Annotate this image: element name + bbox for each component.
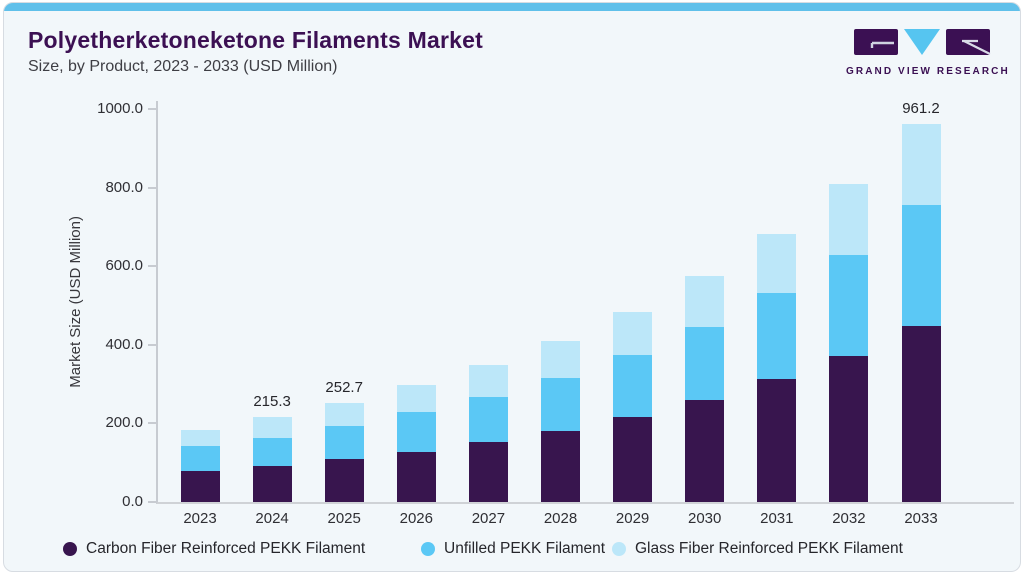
chart-card: Polyetherketoneketone Filaments Market S… [3,2,1021,572]
bar-segment [252,466,292,502]
bar-segment [468,397,508,443]
bar-segment [685,400,725,502]
top-accent-strip [4,3,1020,11]
bar-segment [685,276,725,327]
legend-label: Unfilled PEKK Filament [444,540,606,557]
bar-segment [324,459,364,502]
bar-segment [829,356,869,502]
x-tick-label: 2025 [327,510,361,527]
bar-segment [252,417,292,439]
page-subtitle: Size, by Product, 2023 - 2033 (USD Milli… [28,58,338,75]
bar-2031 [757,233,797,502]
bar-segment [396,451,436,502]
bar-value-label: 215.3 [253,393,291,411]
x-tick-label: 2028 [543,510,578,527]
bar-segment [541,430,580,502]
bar-2029 [613,311,653,502]
y-tick-mark [148,422,156,425]
y-tick-mark [148,265,156,268]
y-tick-label: 1000.0 [97,100,143,117]
bar-segment [901,124,941,206]
y-tick-label: 200.0 [105,414,143,432]
bar-segment [180,446,220,472]
bar-segment [180,471,220,502]
bar-segment [829,183,869,256]
bar-2028 [541,340,580,502]
bar-2025 [324,402,364,502]
bar-segment [468,365,508,398]
y-tick-mark [148,343,156,346]
bar-segment [901,326,941,502]
bar-segment [468,442,508,502]
bar-segment [757,293,797,380]
bar-segment [757,379,797,502]
x-tick-label: 2024 [255,510,289,527]
bar-2023 [180,429,220,502]
bar-segment [613,354,653,418]
x-tick-label: 2029 [615,510,650,527]
bar-segment [541,378,580,431]
x-tick-label: 2026 [399,510,433,527]
bar-segment [757,233,797,294]
legend: Carbon Fiber Reinforced PEKK Filament Unf… [4,534,1020,564]
bar-segment [613,311,653,355]
legend-swatch-icon [612,542,626,556]
plot-area: Market Size (USD Million) 0.0 200.0 400.0 6… [67,100,1014,527]
bar-value-label: 961.2 [902,100,940,118]
legend-item: Glass Fiber Reinforced PEKK Filament [612,534,903,564]
bar-segment [613,417,653,502]
x-tick-label: 2023 [183,510,217,527]
page-title: Polyetherketoneketone Filaments Market [28,27,483,53]
x-tick-label: 2033 [904,510,938,527]
y-tick-mark [148,186,156,189]
bar-2032 [829,183,869,502]
y-tick-label: 0.0 [122,493,143,510]
y-tick-mark [148,108,156,110]
gvr-logo-icon [846,29,996,63]
bar-value-label: 252.7 [325,378,363,396]
y-tick-mark [148,501,156,503]
bar-2030 [685,276,725,502]
x-tick-label: 2031 [760,510,794,527]
x-tick-label: 2032 [832,510,866,527]
legend-swatch-icon [421,542,435,556]
bar-segment [252,438,292,467]
x-tick-label: 2027 [471,510,506,527]
bar-segment [396,385,436,412]
bar-segment [901,205,941,327]
legend-swatch-icon [63,542,77,556]
gvr-logo-wordmark: GRAND VIEW RESEARCH [846,66,1010,77]
bar-segment [396,411,436,452]
y-tick-label: 600.0 [105,257,143,275]
y-tick-label: 400.0 [105,335,143,353]
y-axis-title: Market Size (USD Million) [66,215,84,388]
x-tick-label: 2030 [688,510,722,527]
legend-item: Unfilled PEKK Filament [421,534,605,564]
y-tick-label: 800.0 [105,178,143,196]
bar-2033 [901,124,941,502]
bar-segment [685,326,725,400]
bar-segment [829,255,869,356]
legend-item: Carbon Fiber Reinforced PEKK Filament [63,534,365,564]
bar-segment [180,429,220,447]
bar-2027 [468,365,508,502]
bar-2024 [252,417,292,502]
legend-label: Carbon Fiber Reinforced PEKK Filament [86,540,366,557]
bar-2026 [396,385,436,502]
legend-label: Glass Fiber Reinforced PEKK Filament [635,540,903,557]
bar-segment [324,425,364,460]
grand-view-research-logo[interactable]: GRAND VIEW RESEARCH [846,27,1010,77]
bar-segment [541,340,580,379]
bar-segment [324,402,364,426]
